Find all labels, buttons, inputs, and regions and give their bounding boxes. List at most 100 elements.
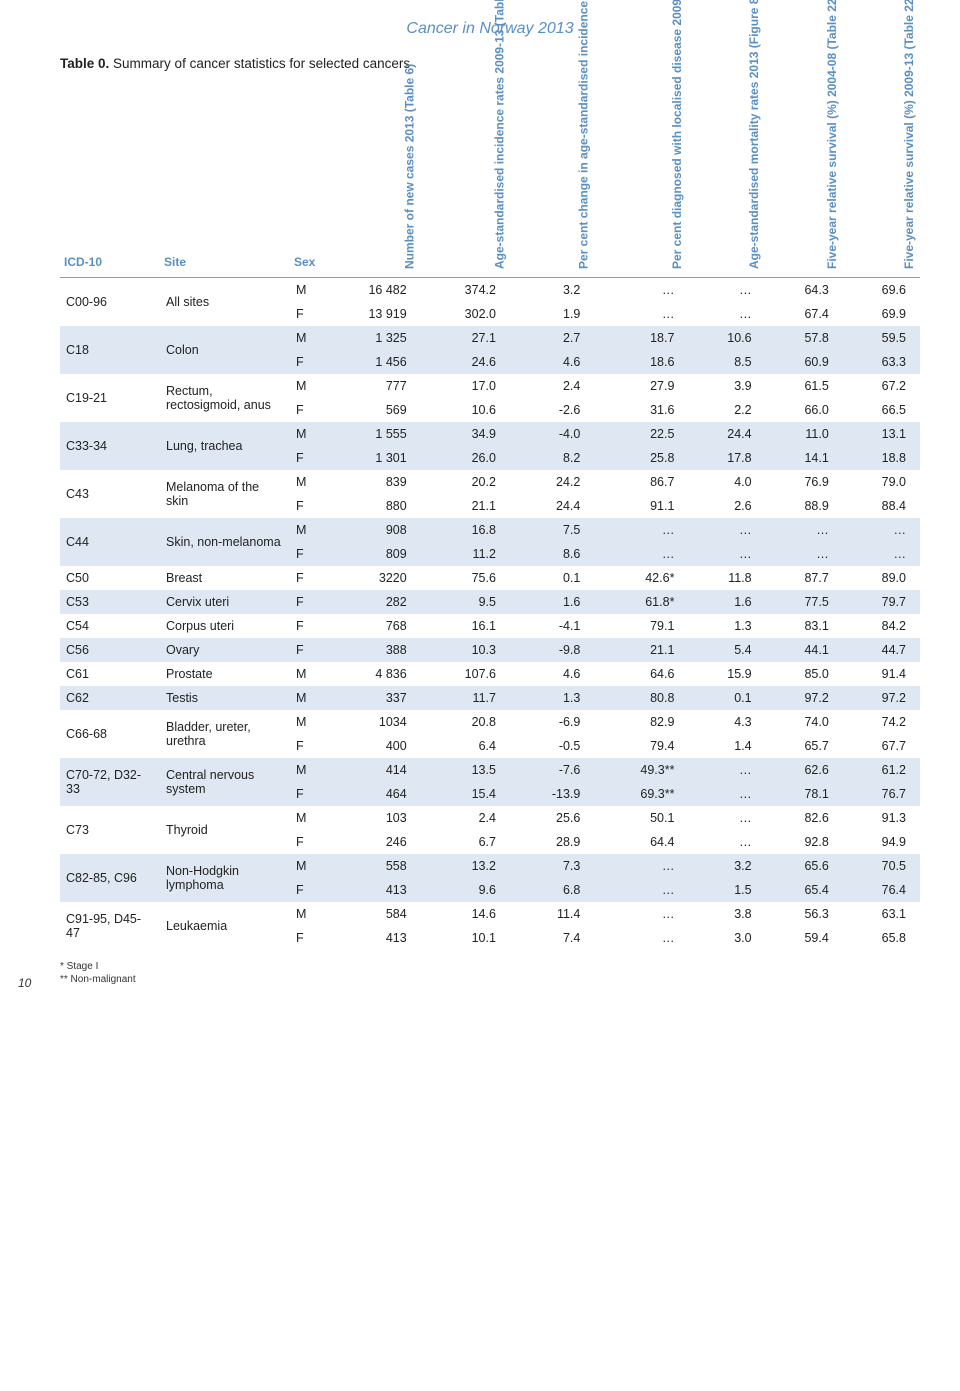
- cell-value: 3.0: [688, 926, 765, 950]
- cell-value: 107.6: [421, 662, 510, 686]
- cell-value: 87.7: [766, 566, 843, 590]
- cell-sex: M: [290, 470, 319, 494]
- table-row: C44Skin, non-melanomaM90816.87.5…………: [60, 518, 920, 542]
- table-row: C50BreastF322075.60.142.6*11.887.789.0: [60, 566, 920, 590]
- cell-value: 22.5: [594, 422, 688, 446]
- cell-value: 2.4: [510, 374, 594, 398]
- footnotes: * Stage I ** Non-malignant: [60, 960, 920, 986]
- cell-value: 13 919: [319, 302, 420, 326]
- cell-value: 64.6: [594, 662, 688, 686]
- cell-value: 1 325: [319, 326, 420, 350]
- cell-site: Lung, trachea: [160, 422, 290, 470]
- cell-value: 3.2: [510, 277, 594, 302]
- table-row: C53Cervix uteriF2829.51.661.8*1.677.579.…: [60, 590, 920, 614]
- cell-value: 2.6: [688, 494, 765, 518]
- cell-value: 15.9: [688, 662, 765, 686]
- cell-sex: M: [290, 686, 319, 710]
- cell-sex: F: [290, 638, 319, 662]
- cell-value: 69.9: [843, 302, 920, 326]
- cell-value: 63.3: [843, 350, 920, 374]
- cell-sex: F: [290, 446, 319, 470]
- cell-icd: C33-34: [60, 422, 160, 470]
- cell-value: 337: [319, 686, 420, 710]
- cell-value: 6.8: [510, 878, 594, 902]
- cell-value: 44.7: [843, 638, 920, 662]
- cell-value: 3220: [319, 566, 420, 590]
- cell-value: 17.8: [688, 446, 765, 470]
- cell-sex: F: [290, 542, 319, 566]
- cell-value: 20.8: [421, 710, 510, 734]
- footnote-stage: * Stage I: [60, 960, 920, 973]
- cell-value: 302.0: [421, 302, 510, 326]
- cell-value: 282: [319, 590, 420, 614]
- cell-value: -6.9: [510, 710, 594, 734]
- table-title: Summary of cancer statistics for selecte…: [113, 56, 410, 71]
- cell-value: 24.4: [688, 422, 765, 446]
- cell-value: 558: [319, 854, 420, 878]
- cell-value: …: [688, 518, 765, 542]
- cell-value: 94.9: [843, 830, 920, 854]
- cell-value: 44.1: [766, 638, 843, 662]
- cell-value: 66.5: [843, 398, 920, 422]
- cell-value: 11.7: [421, 686, 510, 710]
- cell-value: 11.8: [688, 566, 765, 590]
- cell-value: 8.2: [510, 446, 594, 470]
- cell-value: 5.4: [688, 638, 765, 662]
- table-number: Table 0.: [60, 56, 109, 71]
- cell-value: 21.1: [421, 494, 510, 518]
- cell-value: 464: [319, 782, 420, 806]
- cell-value: 82.6: [766, 806, 843, 830]
- cell-value: 69.3**: [594, 782, 688, 806]
- cell-value: 414: [319, 758, 420, 782]
- cell-value: …: [594, 878, 688, 902]
- col-incidence-rates: Age-standardised incidence rates 2009-13…: [421, 77, 510, 277]
- cell-value: 777: [319, 374, 420, 398]
- cell-site: Bladder, ureter, urethra: [160, 710, 290, 758]
- cell-value: 27.9: [594, 374, 688, 398]
- cell-value: …: [688, 542, 765, 566]
- cell-value: 62.6: [766, 758, 843, 782]
- cell-value: 4 836: [319, 662, 420, 686]
- cell-sex: M: [290, 806, 319, 830]
- cell-site: Testis: [160, 686, 290, 710]
- cell-value: 1.3: [510, 686, 594, 710]
- cell-value: 7.5: [510, 518, 594, 542]
- cell-value: 26.0: [421, 446, 510, 470]
- cell-icd: C44: [60, 518, 160, 566]
- cell-value: 67.7: [843, 734, 920, 758]
- cell-value: …: [594, 854, 688, 878]
- cell-value: 65.8: [843, 926, 920, 950]
- cell-value: 3.9: [688, 374, 765, 398]
- cell-value: 59.4: [766, 926, 843, 950]
- cell-value: …: [594, 518, 688, 542]
- cell-value: 65.6: [766, 854, 843, 878]
- header-row: ICD-10 Site Sex Number of new cases 2013…: [60, 77, 920, 277]
- cell-value: 86.7: [594, 470, 688, 494]
- cell-value: 88.4: [843, 494, 920, 518]
- cell-sex: M: [290, 758, 319, 782]
- cell-value: 1034: [319, 710, 420, 734]
- cell-value: 91.3: [843, 806, 920, 830]
- table-row: C43Melanoma of the skinM83920.224.286.74…: [60, 470, 920, 494]
- cell-sex: F: [290, 590, 319, 614]
- cell-value: 10.6: [688, 326, 765, 350]
- cell-value: 18.7: [594, 326, 688, 350]
- cell-value: 25.6: [510, 806, 594, 830]
- cell-value: 60.9: [766, 350, 843, 374]
- cell-value: 92.8: [766, 830, 843, 854]
- cell-sex: M: [290, 662, 319, 686]
- cell-value: 3.8: [688, 902, 765, 926]
- cell-value: 27.1: [421, 326, 510, 350]
- cell-value: 839: [319, 470, 420, 494]
- cell-value: 4.6: [510, 662, 594, 686]
- cell-value: 246: [319, 830, 420, 854]
- cell-sex: F: [290, 926, 319, 950]
- cell-value: -4.1: [510, 614, 594, 638]
- cell-value: 63.1: [843, 902, 920, 926]
- cell-value: 66.0: [766, 398, 843, 422]
- cell-value: 24.2: [510, 470, 594, 494]
- cell-value: …: [688, 782, 765, 806]
- cell-value: 1.9: [510, 302, 594, 326]
- cell-value: 83.1: [766, 614, 843, 638]
- cell-value: 85.0: [766, 662, 843, 686]
